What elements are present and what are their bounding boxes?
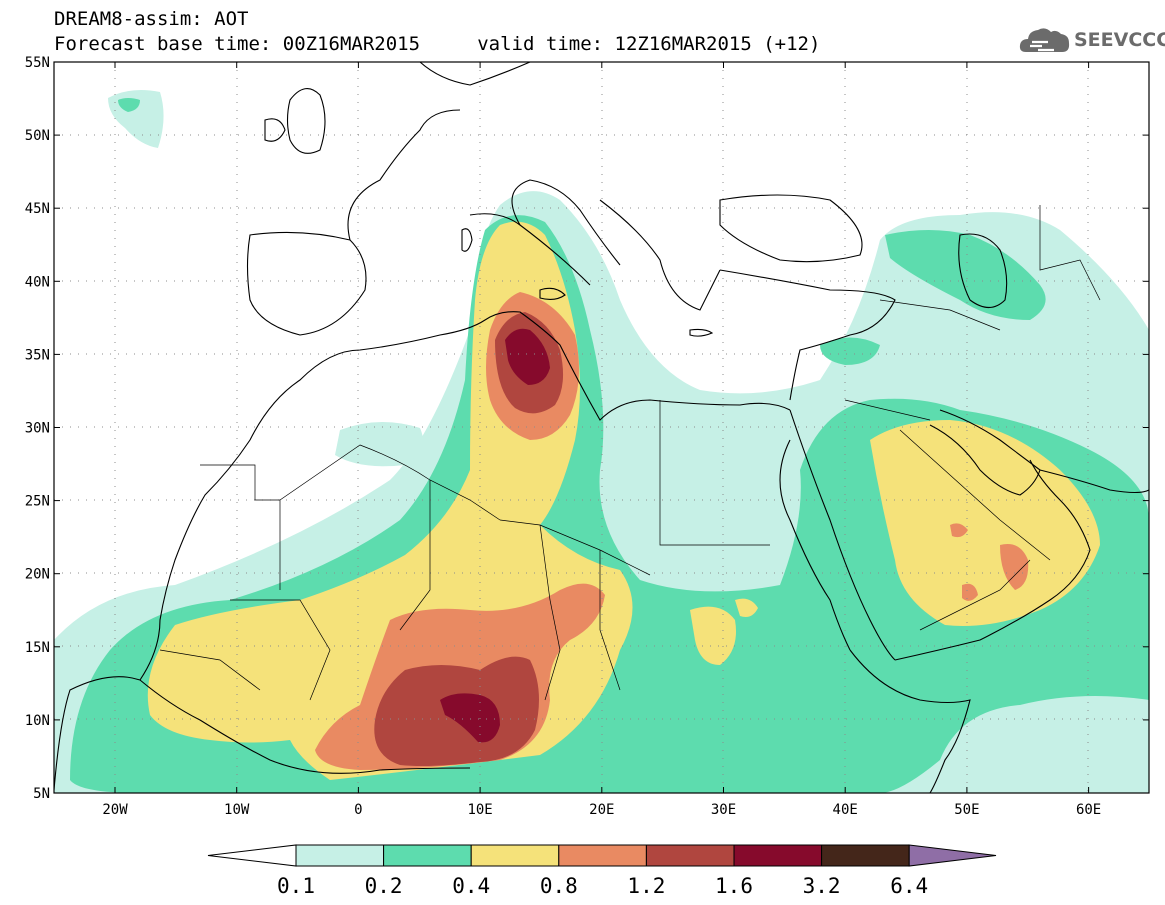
forecast-times: Forecast base time: 00Z16MAR2015 valid t… [54, 33, 821, 55]
axis-ticks [54, 61, 1149, 794]
borders [159, 205, 1101, 701]
lon-label: 0 [354, 802, 362, 818]
lat-label: 45N [25, 201, 50, 217]
map-title: DREAM8-assim: AOT [54, 8, 249, 30]
colorbar-label: 1.6 [715, 874, 753, 898]
lat-label: 40N [25, 274, 50, 290]
colorbar-swatch [383, 844, 472, 867]
colorbar [207, 844, 997, 867]
lat-label: 50N [25, 128, 50, 144]
lat-label: 35N [25, 347, 50, 363]
seevccc-logo: SEEVCCC [1018, 24, 1165, 58]
colorbar-swatch [733, 844, 823, 867]
colorbar-label: 0.4 [452, 874, 490, 898]
graticule [54, 62, 1149, 793]
lat-label: 5N [33, 786, 50, 802]
colorbar-label: 0.8 [540, 874, 578, 898]
logo-text: SEEVCCC [1074, 29, 1165, 51]
lat-label: 30N [25, 421, 50, 437]
aot-level-1.6-3.2 [440, 328, 550, 743]
lat-label: 55N [25, 55, 50, 71]
colorbar-over-arrow [908, 844, 997, 867]
colorbar-swatch [558, 844, 647, 867]
lon-label: 40E [833, 802, 858, 818]
colorbar-label: 0.2 [365, 874, 403, 898]
latitude-axis: 55N 50N 45N 40N 35N 30N 25N 20N 15N 10N 5N [25, 55, 50, 802]
colorbar-label: 1.2 [627, 874, 665, 898]
lon-label: 30E [711, 802, 736, 818]
colorbar-label: 6.4 [890, 874, 928, 898]
lat-label: 25N [25, 494, 50, 510]
coastlines [54, 62, 1149, 793]
cloud-icon [1019, 28, 1070, 52]
colorbar-swatch [821, 844, 910, 867]
colorbar-swatch [295, 844, 385, 867]
colorbar-swatch [470, 844, 560, 867]
colorbar-label: 0.1 [277, 874, 315, 898]
lat-label: 10N [25, 713, 50, 729]
colorbar-swatch [645, 844, 735, 867]
colorbar-labels: 0.1 0.2 0.4 0.8 1.2 1.6 3.2 6.4 [277, 874, 928, 898]
lon-label: 50E [954, 802, 979, 818]
lat-label: 20N [25, 567, 50, 583]
lon-label: 10W [224, 802, 250, 818]
colorbar-label: 3.2 [803, 874, 841, 898]
longitude-axis: 20W 10W 0 10E 20E 30E 40E 50E 60E [102, 802, 1101, 818]
lon-label: 60E [1076, 802, 1101, 818]
lat-label: 15N [25, 640, 50, 656]
colorbar-under-arrow [207, 844, 297, 867]
aot-shading [54, 90, 1149, 793]
lon-label: 20W [102, 802, 128, 818]
lon-label: 20E [589, 802, 614, 818]
lon-label: 10E [467, 802, 492, 818]
